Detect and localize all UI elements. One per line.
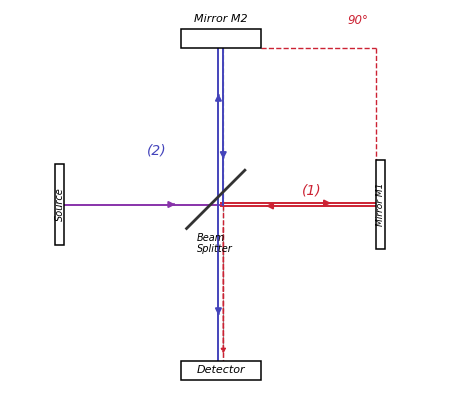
- Bar: [181, 29, 261, 48]
- Bar: [376, 160, 385, 249]
- Text: Source: Source: [55, 188, 65, 221]
- Text: 90°: 90°: [347, 13, 368, 27]
- Text: (2): (2): [146, 143, 166, 157]
- Text: Beam
Splitter: Beam Splitter: [197, 233, 232, 254]
- Text: (1): (1): [302, 183, 321, 198]
- Text: Mirror M2: Mirror M2: [194, 14, 248, 24]
- Text: Detector: Detector: [197, 365, 245, 375]
- Text: Mirror M1: Mirror M1: [376, 183, 385, 226]
- Bar: [55, 164, 64, 245]
- Bar: [181, 361, 261, 380]
